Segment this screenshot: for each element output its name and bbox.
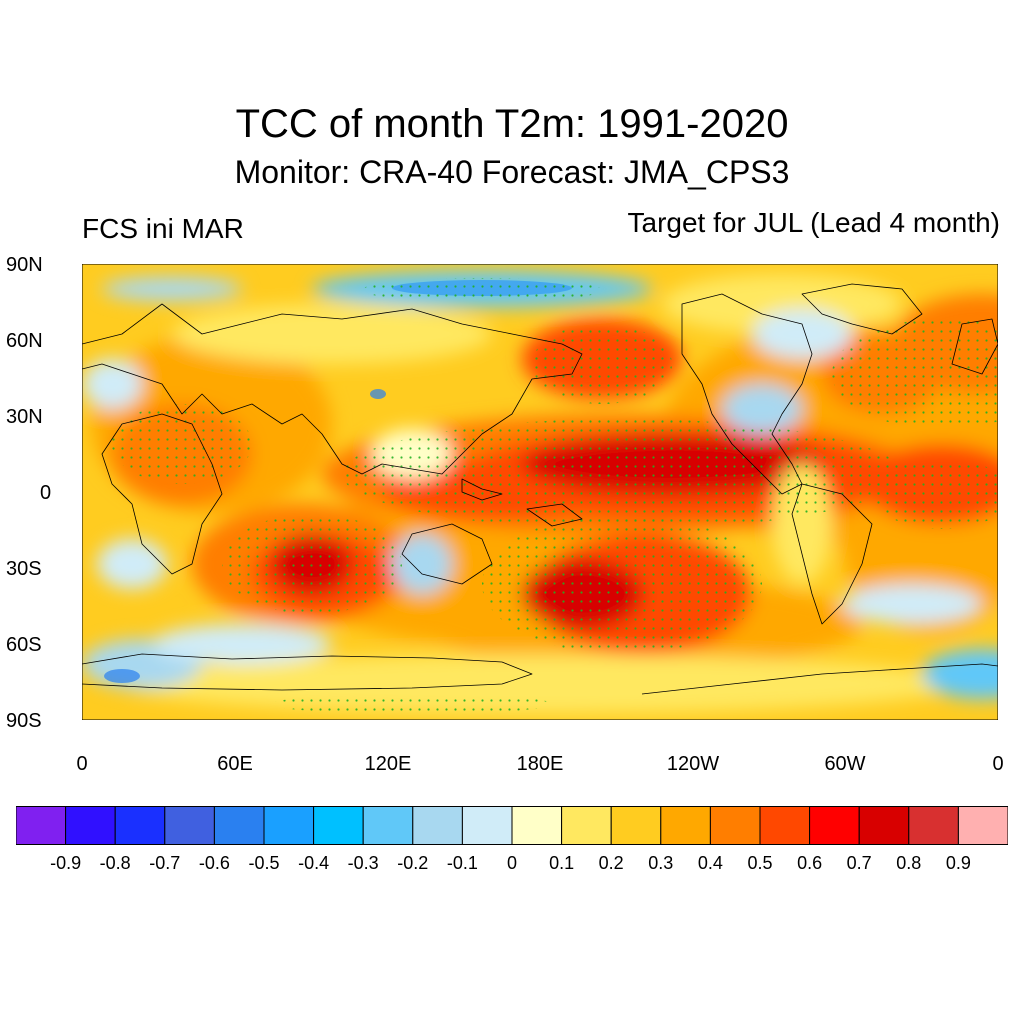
target-label: Target for JUL (Lead 4 month) — [627, 207, 1000, 238]
colorbar-label: 0 — [506, 853, 517, 873]
colorbar-swatch — [362, 806, 414, 845]
colorbar-swatch — [709, 806, 761, 845]
lat-label-90s: 90S — [6, 710, 42, 732]
colorbar-swatch — [114, 806, 166, 845]
colorbar-label: 0.2 — [598, 853, 624, 873]
colorbar-swatch — [610, 806, 662, 845]
lon-label-0: 0 — [76, 753, 88, 775]
colorbar-swatch — [809, 806, 860, 845]
colorbar-label: 0.7 — [846, 853, 872, 873]
lon-label-120w: 120W — [666, 753, 720, 775]
lon-label-60w: 60W — [824, 753, 866, 775]
colorbar-swatch — [164, 806, 215, 845]
colorbar-swatch — [16, 806, 67, 845]
lat-label-60s: 60S — [6, 634, 42, 656]
init-label: FCS ini MAR — [82, 213, 244, 244]
lat-label-equator: 0 — [40, 482, 52, 504]
colorbar-label: -0.6 — [198, 853, 230, 873]
colorbar-swatch — [759, 806, 811, 845]
colorbar-label: -0.2 — [397, 853, 429, 873]
chart-title: TCC of month T2m: 1991-2020 — [235, 102, 789, 146]
colorbar-label: -0.8 — [99, 853, 131, 873]
colorbar-swatch — [65, 806, 116, 845]
colorbar-label: 0.9 — [945, 853, 971, 873]
colorbar-swatch — [858, 806, 910, 845]
lon-label-120e: 120E — [364, 753, 412, 775]
lon-label-60e: 60E — [217, 753, 253, 775]
lat-label-60n: 60N — [6, 330, 43, 352]
colorbar-label: 0.3 — [648, 853, 674, 873]
colorbar-label: 0.1 — [549, 853, 575, 873]
colorbar-swatch — [263, 806, 315, 845]
colorbar-swatch — [461, 806, 513, 845]
colorbar-label: 0.6 — [797, 853, 823, 873]
colorbar-label: -0.9 — [50, 853, 82, 873]
colorbar-swatch — [213, 806, 265, 845]
colorbar-label: -0.7 — [149, 853, 181, 873]
colorbar-swatch — [313, 806, 364, 845]
colorbar-swatch — [957, 806, 1008, 845]
colorbar-swatch — [412, 806, 463, 845]
colorbar-label: 0.4 — [697, 853, 723, 873]
chart-subtitle: Monitor: CRA-40 Forecast: JMA_CPS3 — [234, 154, 790, 190]
lon-label-180e: 180E — [516, 753, 564, 775]
lat-label-30n: 30N — [6, 406, 43, 428]
lat-label-90n: 90N — [6, 254, 43, 276]
colorbar-swatch — [561, 806, 612, 845]
colorbar-swatch — [908, 806, 959, 845]
lat-label-30s: 30S — [6, 558, 42, 580]
colorbar-swatch — [660, 806, 711, 845]
colorbar-label: -0.3 — [347, 853, 379, 873]
colorbar-label: 0.5 — [747, 853, 773, 873]
colorbar — [16, 806, 1008, 845]
colorbar-label: 0.8 — [896, 853, 922, 873]
significance-stipple — [112, 278, 998, 714]
tcc-world-map — [82, 264, 998, 720]
lon-label-0-right: 0 — [992, 753, 1004, 775]
colorbar-swatch — [511, 806, 563, 845]
colorbar-label: -0.5 — [248, 853, 280, 873]
colorbar-label: -0.1 — [446, 853, 478, 873]
coastlines — [82, 283, 998, 695]
colorbar-label: -0.4 — [298, 853, 330, 873]
